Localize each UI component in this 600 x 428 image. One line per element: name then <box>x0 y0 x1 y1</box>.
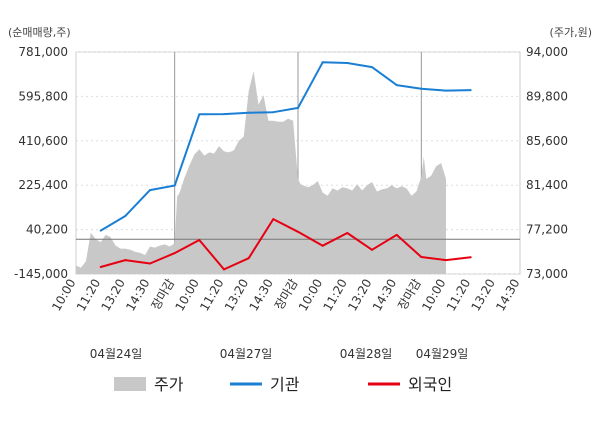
series-point <box>371 248 373 251</box>
series-point <box>272 218 275 221</box>
x-tick-label: 11:20 <box>444 277 473 314</box>
date-label: 04월29일 <box>416 347 469 361</box>
x-tick-label: 13:20 <box>222 277 251 314</box>
legend-label: 외국인 <box>408 375 452 394</box>
series-point <box>321 61 324 64</box>
x-tick-label: 10:00 <box>296 277 325 314</box>
series-line <box>100 218 471 271</box>
x-tick-label: 11:20 <box>197 277 226 314</box>
series-point <box>445 259 447 262</box>
left-tick-label: 595,800 <box>18 89 68 103</box>
x-tick-label: 10:00 <box>419 277 448 314</box>
series-point <box>445 89 447 92</box>
x-tick-label: 13:20 <box>469 277 498 314</box>
series-point <box>149 189 151 192</box>
left-tick-label: 781,000 <box>18 45 68 59</box>
left-axis-unit: (순매매량,주) <box>8 26 71 39</box>
x-tick-label: 10:00 <box>173 277 202 314</box>
series-point <box>321 244 324 247</box>
series-point <box>223 268 225 271</box>
x-tick-label: 14:30 <box>247 277 276 314</box>
series-point <box>198 238 201 241</box>
legend-swatch <box>114 377 146 391</box>
plot-area <box>75 51 521 275</box>
series-line <box>100 61 471 232</box>
series-point <box>297 230 299 233</box>
series-point <box>469 89 472 92</box>
series-point <box>371 66 373 69</box>
series-point <box>149 262 151 265</box>
right-tick-label: 85,600 <box>526 134 568 148</box>
date-label: 04월24일 <box>90 347 143 361</box>
series-point <box>272 111 275 114</box>
x-tick-label: 10:00 <box>49 277 78 314</box>
series-point <box>173 184 176 187</box>
x-tick-label: 14:30 <box>370 277 399 314</box>
series-point <box>173 252 176 255</box>
left-tick-label: 410,600 <box>18 134 68 148</box>
x-tick-label: 11:20 <box>74 277 103 314</box>
series-point <box>297 106 299 109</box>
series-point <box>198 113 201 116</box>
x-tick-label: 11:20 <box>321 277 350 314</box>
left-tick-label: 40,200 <box>26 223 68 237</box>
series-point <box>124 259 127 262</box>
series-point <box>395 233 398 236</box>
left-tick-label: -145,000 <box>14 267 68 281</box>
right-axis-unit: (주가,원) <box>550 26 592 39</box>
series-point <box>346 232 349 235</box>
x-tick-label: 13:20 <box>345 277 374 314</box>
series-point <box>395 84 398 87</box>
series-point <box>223 113 225 116</box>
series-point <box>469 256 472 259</box>
series-point <box>420 255 423 258</box>
series-point <box>420 87 423 90</box>
series-point <box>346 62 349 65</box>
right-tick-label: 89,800 <box>526 89 568 103</box>
series-point <box>247 111 250 114</box>
series-point <box>247 257 250 260</box>
price-area <box>76 71 446 274</box>
date-label: 04월28일 <box>340 347 393 361</box>
series-point <box>99 229 102 232</box>
legend-label: 기관 <box>270 375 300 394</box>
date-label: 04월27일 <box>220 347 273 361</box>
series-point <box>99 266 102 269</box>
legend: 주가 기관 외국인 <box>114 375 452 394</box>
legend-label: 주가 <box>154 375 184 394</box>
right-tick-label: 73,000 <box>526 267 568 281</box>
x-tick-label: 13:20 <box>99 277 128 314</box>
series-point <box>124 214 127 217</box>
x-tick-label: 14:30 <box>493 277 522 314</box>
left-tick-label: 225,400 <box>18 178 68 192</box>
right-tick-label: 94,000 <box>526 45 568 59</box>
right-tick-label: 77,200 <box>526 223 568 237</box>
x-tick-label: 14:30 <box>123 277 152 314</box>
right-tick-label: 81,400 <box>526 178 568 192</box>
